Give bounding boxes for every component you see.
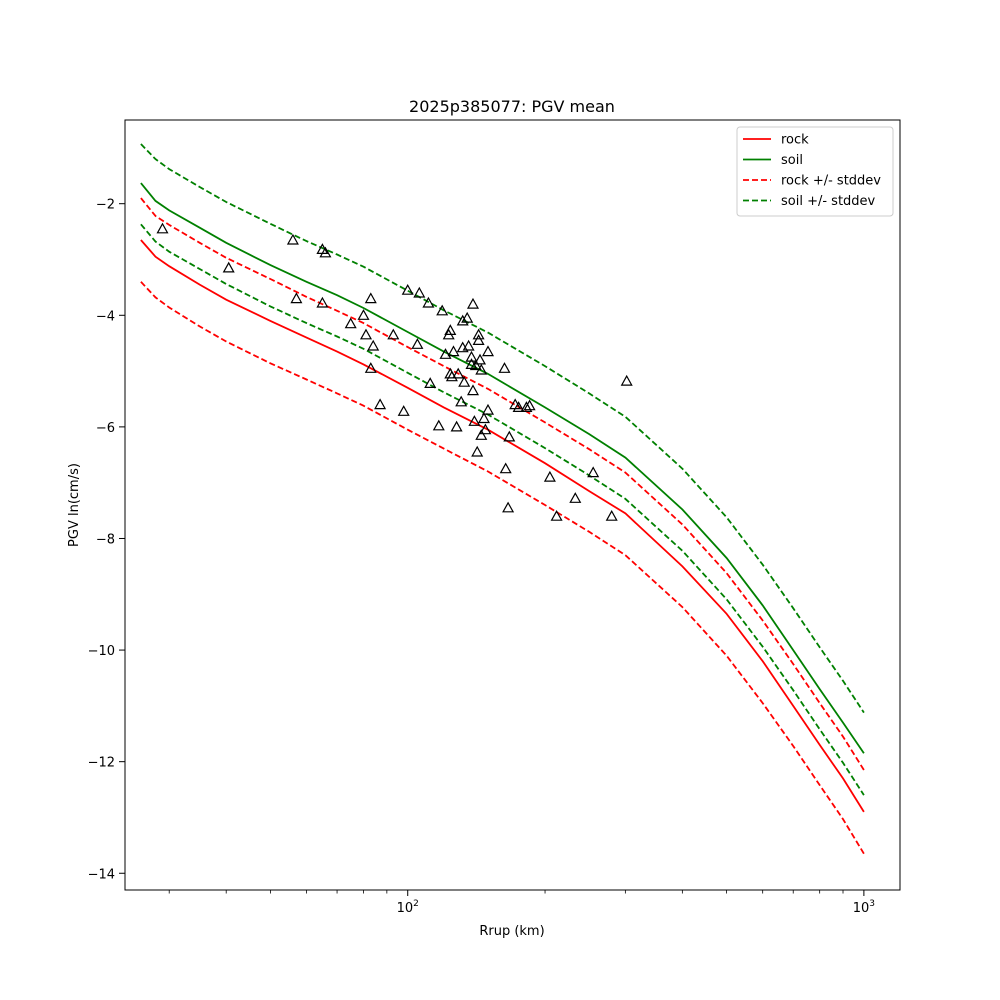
series-line-3 xyxy=(140,281,865,855)
observation-point-29 xyxy=(450,420,463,432)
plot-frame xyxy=(124,119,901,891)
legend-label-3: soil +/- stddev xyxy=(781,194,876,209)
series-line-1 xyxy=(140,182,865,754)
observation-point-49 xyxy=(477,412,491,424)
observation-point-28 xyxy=(447,345,460,357)
observation-point-25 xyxy=(444,324,457,335)
series-line-0 xyxy=(140,239,865,813)
observation-point-34 xyxy=(458,375,471,387)
observation-point-22 xyxy=(436,304,449,316)
observation-point-0 xyxy=(156,222,169,234)
observation-point-62 xyxy=(550,509,563,521)
observation-point-16 xyxy=(401,283,414,295)
observation-point-2 xyxy=(286,233,299,245)
observation-point-15 xyxy=(397,405,410,416)
observation-point-50 xyxy=(479,423,492,435)
axis-ticks: −14 −12 −10 −8 −6 −4 −2 102 103 xyxy=(88,198,875,916)
observation-point-5 xyxy=(319,246,332,258)
observation-point-60 xyxy=(523,399,536,411)
observation-point-19 xyxy=(422,296,435,308)
observation-point-55 xyxy=(502,501,515,513)
observation-point-35 xyxy=(461,311,474,323)
observation-point-48 xyxy=(475,429,488,440)
observation-point-7 xyxy=(344,317,357,329)
observation-point-44 xyxy=(472,334,485,345)
chart-title: 2025p385077: PGV mean xyxy=(409,97,615,116)
observation-point-58 xyxy=(512,401,525,412)
observation-point-6 xyxy=(316,296,329,308)
observation-point-8 xyxy=(357,309,370,320)
y-tick-label-2: −10 xyxy=(88,644,115,659)
observation-point-43 xyxy=(471,445,484,457)
observation-point-39 xyxy=(466,297,480,309)
observation-point-61 xyxy=(543,470,556,482)
observation-point-65 xyxy=(605,509,618,521)
legend-label-0: rock xyxy=(781,133,809,148)
legend: rock soil rock +/- stddev soil +/- stddev xyxy=(736,126,894,217)
observation-point-17 xyxy=(411,338,424,349)
observation-point-9 xyxy=(359,328,373,340)
observation-point-20 xyxy=(424,377,437,388)
observation-point-23 xyxy=(439,348,452,359)
series-line-2 xyxy=(140,197,865,771)
observation-point-45 xyxy=(472,328,485,340)
observation-point-41 xyxy=(468,415,481,426)
legend-label-1: soil xyxy=(781,153,803,168)
observation-point-42 xyxy=(469,359,482,371)
x-tick-label-0: 102 xyxy=(397,899,419,916)
observation-point-11 xyxy=(367,339,380,351)
observation-point-36 xyxy=(462,339,475,351)
legend-label-2: rock +/- stddev xyxy=(781,174,881,189)
observation-point-40 xyxy=(466,384,480,396)
y-tick-label-6: −2 xyxy=(96,198,115,213)
y-tick-label-4: −6 xyxy=(96,421,115,436)
y-tick-label-0: −14 xyxy=(88,867,115,882)
observation-point-52 xyxy=(481,345,495,357)
observation-point-38 xyxy=(465,350,478,362)
observation-point-12 xyxy=(364,362,377,373)
observation-point-54 xyxy=(499,462,512,474)
observation-point-56 xyxy=(503,430,516,442)
x-tick-label-1: 103 xyxy=(853,899,875,916)
y-axis-label: PGV ln(cm/s) xyxy=(67,463,82,547)
observation-point-14 xyxy=(387,328,400,340)
series-line-5 xyxy=(140,223,865,796)
observation-point-13 xyxy=(374,398,387,410)
observation-point-47 xyxy=(475,363,488,375)
observation-point-46 xyxy=(473,353,487,365)
observation-point-64 xyxy=(587,466,600,478)
observation-point-30 xyxy=(452,367,465,379)
x-axis-label: Rrup (km) xyxy=(479,924,544,939)
observation-point-66 xyxy=(620,374,633,386)
observation-point-3 xyxy=(290,292,303,304)
observation-point-59 xyxy=(520,401,533,412)
observation-point-21 xyxy=(432,419,445,431)
plot-area xyxy=(140,143,865,855)
observation-point-53 xyxy=(498,362,511,373)
observation-point-63 xyxy=(569,492,582,503)
observation-point-1 xyxy=(222,261,235,273)
legend-box xyxy=(736,126,894,217)
observation-point-18 xyxy=(413,286,426,298)
observation-point-33 xyxy=(456,314,469,326)
observation-point-51 xyxy=(481,403,495,415)
y-tick-label-5: −4 xyxy=(96,309,115,324)
observation-point-10 xyxy=(364,292,377,304)
y-tick-label-3: −8 xyxy=(96,532,115,547)
y-tick-label-1: −12 xyxy=(88,756,115,771)
observation-point-31 xyxy=(455,395,468,407)
